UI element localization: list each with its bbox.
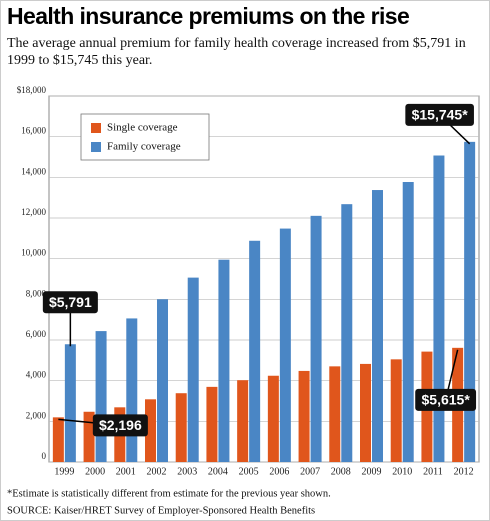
bar (402, 182, 414, 462)
x-tick-label: 2008 (331, 466, 351, 477)
bar (126, 318, 138, 462)
bar (218, 259, 230, 462)
bar (390, 359, 402, 462)
value-label: $5,615* (415, 349, 477, 411)
legend-label: Single coverage (107, 122, 178, 134)
callout-box (42, 291, 98, 314)
x-tick-label: 2001 (116, 466, 136, 477)
bar (464, 141, 476, 462)
y-tick-label: 10,000 (21, 248, 46, 258)
bar (310, 215, 322, 462)
bar (145, 399, 156, 462)
y-tick-label: 8,000 (26, 288, 47, 298)
legend: Single coverage Family coverage (80, 113, 210, 161)
y-tick-label: $18,000 (17, 85, 47, 95)
chart-title: Health insurance premiums on the rise (7, 3, 410, 29)
chart-subtitle: The average annual premium for family he… (7, 36, 466, 68)
bar (64, 344, 76, 462)
bar (267, 375, 279, 462)
bar (52, 417, 64, 462)
x-tick-label: 2003 (177, 466, 197, 477)
value-label: $2,196 (58, 414, 148, 437)
bar (95, 331, 107, 462)
x-tick-label: 2000 (85, 466, 105, 477)
bar (279, 228, 291, 462)
value-label-text: $15,745* (412, 107, 469, 123)
bar (237, 380, 249, 462)
bar (83, 411, 95, 462)
x-tick-label: 2005 (239, 466, 259, 477)
source: SOURCE: Kaiser/HRET Survey of Employer-S… (7, 505, 315, 516)
x-tick-label: 2007 (300, 466, 320, 477)
bar (187, 277, 199, 462)
callout-box (415, 388, 477, 411)
value-label: $5,791 (42, 291, 98, 347)
legend-label: Family coverage (107, 141, 181, 153)
bar (433, 155, 445, 462)
legend-box (80, 113, 210, 161)
callout-box (92, 414, 148, 437)
y-tick-label: 14,000 (21, 166, 46, 176)
x-tick-label: 2011 (423, 466, 443, 477)
value-label-text: $5,615* (422, 392, 471, 408)
value-label-text: $5,791 (49, 294, 92, 310)
y-tick-label: 0 (42, 451, 47, 461)
x-tick-label: 2004 (208, 466, 228, 477)
legend-swatch (91, 123, 101, 133)
bar (372, 190, 383, 462)
x-tick-label: 2009 (362, 466, 382, 477)
x-tick-label: 1999 (54, 466, 74, 477)
x-tick-label: 2002 (147, 466, 167, 477)
x-tick-label: 2010 (392, 466, 412, 477)
bar (249, 240, 261, 462)
x-tick-label: 2006 (269, 466, 289, 477)
bar (157, 299, 168, 462)
y-tick-label: 6,000 (26, 329, 47, 339)
bar (329, 366, 341, 462)
y-tick-label: 4,000 (26, 370, 47, 380)
bar (298, 370, 310, 462)
y-tick-label: 2,000 (26, 410, 47, 420)
bar (341, 204, 353, 462)
value-label: $15,745* (405, 103, 474, 145)
footnote: *Estimate is statistically different fro… (7, 488, 331, 499)
bar (360, 363, 371, 462)
callout-box (405, 103, 474, 126)
y-tick-label: 12,000 (21, 207, 46, 217)
bar (206, 386, 218, 462)
bar (175, 393, 187, 462)
y-tick-label: 16,000 (21, 126, 46, 136)
value-label-text: $2,196 (99, 417, 142, 433)
x-tick-label: 2012 (454, 466, 474, 477)
legend-swatch (91, 142, 101, 152)
